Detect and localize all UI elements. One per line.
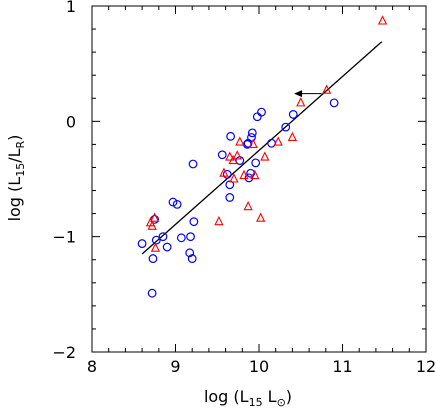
x-tick-label: 10 (249, 357, 269, 376)
circle-point (244, 173, 254, 183)
circle-point (147, 288, 157, 298)
circle-point (188, 159, 198, 169)
triangle-point (225, 151, 235, 161)
circle-point (288, 110, 298, 119)
circle-point (252, 112, 262, 122)
upper-limit-arrow-head (294, 90, 303, 98)
triangle-point (219, 167, 229, 177)
triangle-point (287, 131, 298, 142)
circle-point (217, 150, 227, 160)
triangle-point (248, 138, 258, 148)
fit-line (141, 41, 383, 255)
circle-point (148, 254, 158, 263)
x-tick-label: 11 (332, 357, 352, 376)
circle-point (257, 107, 266, 117)
triangle-point (214, 215, 224, 226)
circle-point (151, 235, 161, 245)
triangle-point (321, 84, 332, 94)
fit-line-group (141, 41, 383, 255)
circle-point (187, 254, 197, 263)
triangle-point (149, 212, 160, 222)
circle-point (281, 122, 291, 132)
triangle-point (228, 154, 238, 165)
circle-point (162, 242, 172, 252)
arrow-annotation-group (294, 90, 322, 98)
circle-point (137, 239, 147, 248)
triangle-point (273, 136, 283, 146)
tick-labels-group: 8 9 10 11 12 −2 −1 0 1 (52, 0, 436, 376)
triangle-point (260, 151, 270, 161)
circle-point (251, 158, 261, 168)
triangle-point (150, 242, 161, 252)
triangle-point (235, 136, 245, 146)
circle-point (185, 248, 195, 258)
y-axis-label: log (L15/LR) (5, 135, 27, 222)
circle-point (189, 217, 199, 227)
circle-point (247, 133, 256, 142)
circle-point (176, 233, 186, 243)
triangle-point (250, 169, 260, 180)
y-tick-label: 0 (66, 112, 76, 131)
data-points-group (137, 15, 388, 298)
triangle-point (377, 15, 388, 25)
triangle-point (239, 169, 249, 180)
circle-point (226, 131, 236, 141)
circle-point (172, 199, 182, 209)
circle-point (225, 193, 235, 202)
x-axis-label: log (L15 L⊙) (204, 387, 292, 409)
x-tick-label: 9 (170, 357, 180, 376)
circle-point (222, 169, 232, 179)
y-tick-label: −2 (52, 343, 76, 362)
triangle-point (256, 212, 266, 222)
triangle-point (243, 200, 253, 211)
circle-point (329, 98, 339, 108)
triangle-point (147, 220, 157, 230)
circle-point (246, 168, 256, 178)
circle-point (158, 232, 168, 242)
triangle-point (296, 97, 306, 107)
circle-point (186, 232, 195, 242)
x-tick-label: 8 (87, 357, 97, 376)
circle-point (168, 197, 178, 207)
y-tick-label: −1 (52, 228, 76, 247)
ticks-group (91, 5, 427, 353)
x-tick-label: 12 (416, 357, 436, 376)
y-tick-label: 1 (66, 0, 76, 16)
circle-point (225, 180, 235, 190)
circle-point (267, 138, 276, 148)
circle-point (247, 128, 257, 138)
triangle-point (232, 150, 242, 160)
triangle-point (229, 173, 239, 183)
